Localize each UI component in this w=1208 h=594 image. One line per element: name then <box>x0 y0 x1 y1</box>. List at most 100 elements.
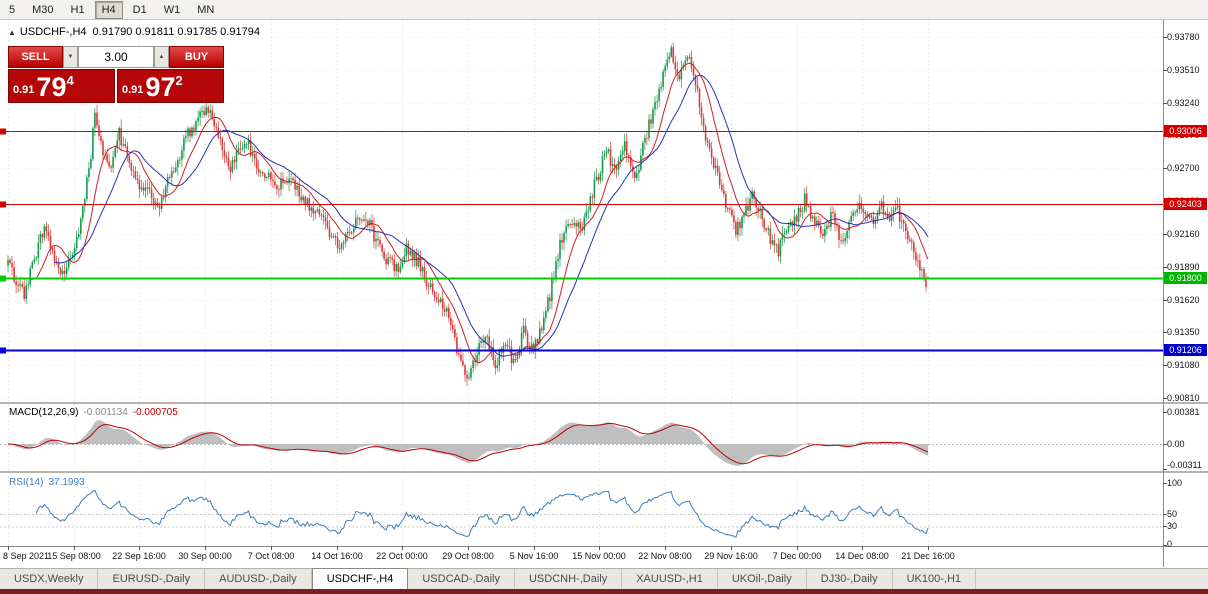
timeframe-button-m30[interactable]: M30 <box>32 3 54 16</box>
price-axis-label: 0.91890 <box>1167 262 1200 272</box>
trade-panel-prices: 0.91 79 4 0.91 97 2 <box>8 69 224 103</box>
price-axis-label: 0.92700 <box>1167 163 1200 173</box>
price-axis-label: 0.90810 <box>1167 393 1200 403</box>
rsi-axis-label: 0 <box>1167 539 1173 549</box>
time-axis-label: 15 Sep 08:00 <box>47 551 101 561</box>
chart-tab-usdcnh-daily[interactable]: USDCNH-,Daily <box>515 569 623 589</box>
candlesticks <box>7 42 929 386</box>
time-axis-label: 7 Oct 08:00 <box>247 551 295 561</box>
price-hline[interactable] <box>0 201 1163 208</box>
time-axis-label: 15 Nov 00:00 <box>572 551 626 561</box>
price-line-badge: 0.93006 <box>1164 125 1207 137</box>
chart-tab-ukoil-daily[interactable]: UKOil-,Daily <box>718 569 807 589</box>
price-line-badge: 0.91206 <box>1164 344 1207 356</box>
rsi-pane <box>0 489 1163 539</box>
time-axis-label: 7 Dec 00:00 <box>772 551 822 561</box>
time-axis-label: 29 Oct 08:00 <box>442 551 494 561</box>
sell-price-prefix: 0.91 <box>13 84 35 96</box>
rsi-indicator-label: RSI(14) 37.1993 <box>9 477 85 488</box>
timeframe-button-5[interactable]: 5 <box>9 3 16 16</box>
time-axis-label: 8 Sep 2021 <box>3 551 50 561</box>
timeframe-button-w1[interactable]: W1 <box>163 3 181 16</box>
time-axis-label: 14 Dec 08:00 <box>835 551 889 561</box>
price-hline[interactable] <box>0 347 1163 354</box>
chart-ohlc-values: 0.91790 0.91811 0.91785 0.91794 <box>92 26 260 38</box>
time-axis-label: 21 Dec 16:00 <box>901 551 955 561</box>
chart-tab-dj30-daily[interactable]: DJ30-,Daily <box>807 569 893 589</box>
pane-separator <box>0 471 1208 473</box>
sell-button[interactable]: SELL <box>8 46 63 68</box>
price-axis-label: 0.93780 <box>1167 32 1200 42</box>
macd-histogram <box>8 420 928 467</box>
macd-name: MACD(12,26,9) <box>9 407 79 418</box>
chart-tab-eurusd-daily[interactable]: EURUSD-,Daily <box>98 569 206 589</box>
price-axis-label: 0.91350 <box>1167 327 1200 337</box>
chart-tab-usdchf-h4[interactable]: USDCHF-,H4 <box>311 568 409 589</box>
timeframe-button-h4[interactable]: H4 <box>94 0 123 19</box>
timeframe-button-d1[interactable]: D1 <box>132 3 147 16</box>
time-axis-label: 22 Oct 00:00 <box>376 551 428 561</box>
price-axis-label: 0.91080 <box>1167 360 1200 370</box>
one-click-trading-panel: SELL ▼ ▲ BUY 0.91 79 4 0.91 97 2 <box>8 46 224 103</box>
price-axis-label: 0.93240 <box>1167 98 1200 108</box>
sell-price-big: 79 <box>36 72 67 102</box>
time-axis-label: 29 Nov 16:00 <box>704 551 758 561</box>
time-axis-label: 5 Nov 16:00 <box>509 551 559 561</box>
rsi-name: RSI(14) <box>9 477 44 488</box>
rsi-line <box>35 489 929 539</box>
time-axis-label: 14 Oct 16:00 <box>311 551 363 561</box>
buy-price-display[interactable]: 0.91 97 2 <box>117 69 224 103</box>
timeframe-toolbar: 5 M30 H1 H4 D1 W1 MN <box>0 0 1208 20</box>
sell-price-pip: 4 <box>66 73 74 88</box>
macd-pane <box>0 420 1163 467</box>
chart-tab-bar: USDX,Weekly EURUSD-,Daily AUDUSD-,Daily USD… <box>0 568 1208 589</box>
price-line-badge: 0.92403 <box>1164 198 1207 210</box>
pane-separator <box>0 402 1208 404</box>
buy-price-pip: 2 <box>175 73 183 88</box>
buy-button[interactable]: BUY <box>169 46 224 68</box>
chart-tab-xauusd-h1[interactable]: XAUUSD-,H1 <box>622 569 718 589</box>
chart-tab-audusd-daily[interactable]: AUDUSD-,Daily <box>205 569 312 589</box>
ma-slow-line <box>54 74 929 357</box>
price-axis-label: 0.91620 <box>1167 295 1200 305</box>
rsi-value: 37.1993 <box>48 477 85 488</box>
trade-panel-controls: SELL ▼ ▲ BUY <box>8 46 224 68</box>
chart-title: ▲ USDCHF-,H4 0.91790 0.91811 0.91785 0.917… <box>8 26 260 38</box>
bottom-strip <box>0 589 1208 594</box>
sell-price-display[interactable]: 0.91 79 4 <box>8 69 115 103</box>
macd-axis-label: 0.00 <box>1167 439 1185 449</box>
time-axis-label: 30 Sep 00:00 <box>178 551 232 561</box>
price-hline[interactable] <box>0 275 1163 282</box>
price-hline[interactable] <box>0 128 1163 135</box>
volume-increase-button[interactable]: ▲ <box>154 46 169 68</box>
time-axis-label: 22 Sep 16:00 <box>112 551 166 561</box>
rsi-axis-label: 30 <box>1167 521 1178 531</box>
rsi-axis-label: 100 <box>1167 478 1183 488</box>
chart-tab-uk100-h1[interactable]: UK100-,H1 <box>893 569 977 589</box>
one-click-toggle-icon[interactable]: ▲ <box>8 28 16 37</box>
time-axis-label: 22 Nov 08:00 <box>638 551 692 561</box>
grid-horizontals <box>0 37 1163 399</box>
macd-indicator-label: MACD(12,26,9) -0.001134 -0.000705 <box>9 407 178 418</box>
price-axis-label: 0.92160 <box>1167 229 1200 239</box>
buy-price-prefix: 0.91 <box>122 84 144 96</box>
volume-input[interactable] <box>78 46 154 68</box>
rsi-axis-label: 50 <box>1167 509 1178 519</box>
price-line-badge: 0.91800 <box>1164 272 1207 284</box>
macd-signal-value: -0.000705 <box>132 407 178 418</box>
macd-signal-line <box>8 422 929 465</box>
buy-price-big: 97 <box>145 72 176 102</box>
timeframe-button-mn[interactable]: MN <box>197 3 215 16</box>
macd-axis-label: 0.00381 <box>1167 407 1200 417</box>
macd-axis-label: -0.00311 <box>1167 460 1202 470</box>
volume-decrease-button[interactable]: ▼ <box>63 46 78 68</box>
chart-symbol-period: USDCHF-,H4 <box>19 26 87 38</box>
price-axis-label: 0.93510 <box>1167 65 1200 75</box>
chart-tab-usdcad-daily[interactable]: USDCAD-,Daily <box>408 569 515 589</box>
ma-fast-line <box>30 62 929 364</box>
timeframe-button-h1[interactable]: H1 <box>70 3 85 16</box>
macd-value: -0.001134 <box>83 407 128 418</box>
chart-tab-usdx-weekly[interactable]: USDX,Weekly <box>0 569 99 589</box>
